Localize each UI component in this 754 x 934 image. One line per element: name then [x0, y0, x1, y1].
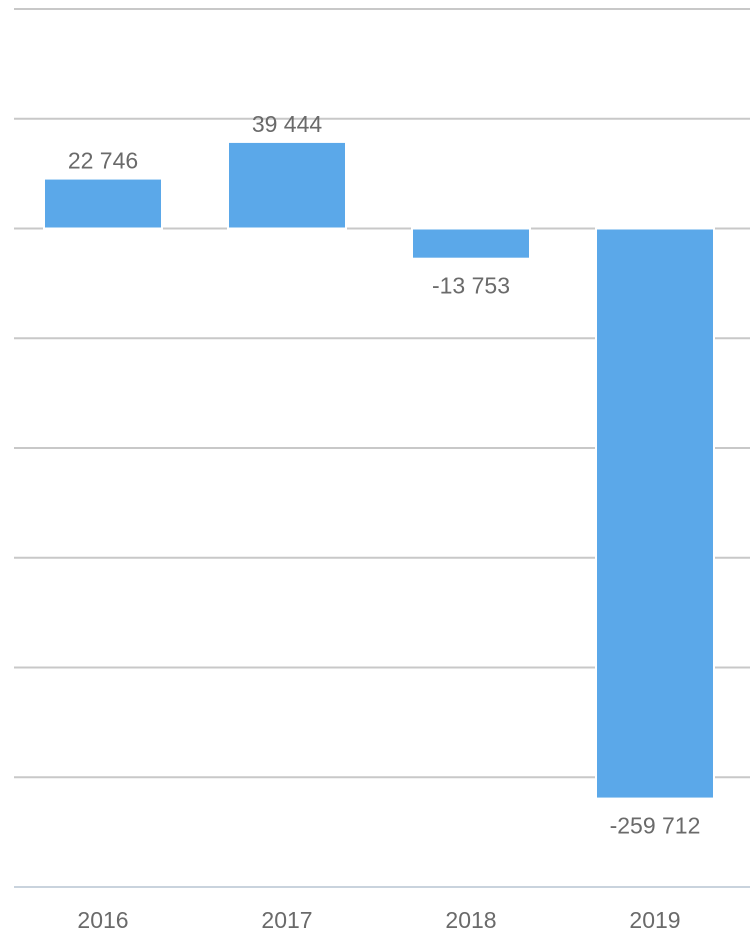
value-label-2019: -259 712 [610, 813, 701, 839]
tick-label-2017: 2017 [261, 907, 312, 933]
bar-2018 [411, 227, 531, 260]
tick-label-2016: 2016 [77, 907, 128, 933]
bar-2017 [227, 140, 347, 230]
x-axis-tick-labels: 2016 2017 2018 2019 [77, 907, 680, 933]
value-label-2018: -13 753 [432, 273, 510, 299]
value-label-2017: 39 444 [252, 111, 323, 137]
value-label-2016: 22 746 [68, 148, 138, 174]
tick-label-2018: 2018 [445, 907, 496, 933]
bar-2016 [43, 177, 163, 230]
bar-value-labels: 22 746 39 444 -13 753 -259 712 [68, 111, 701, 839]
bars [43, 140, 715, 800]
bar-2019 [595, 227, 715, 800]
tick-label-2019: 2019 [629, 907, 680, 933]
